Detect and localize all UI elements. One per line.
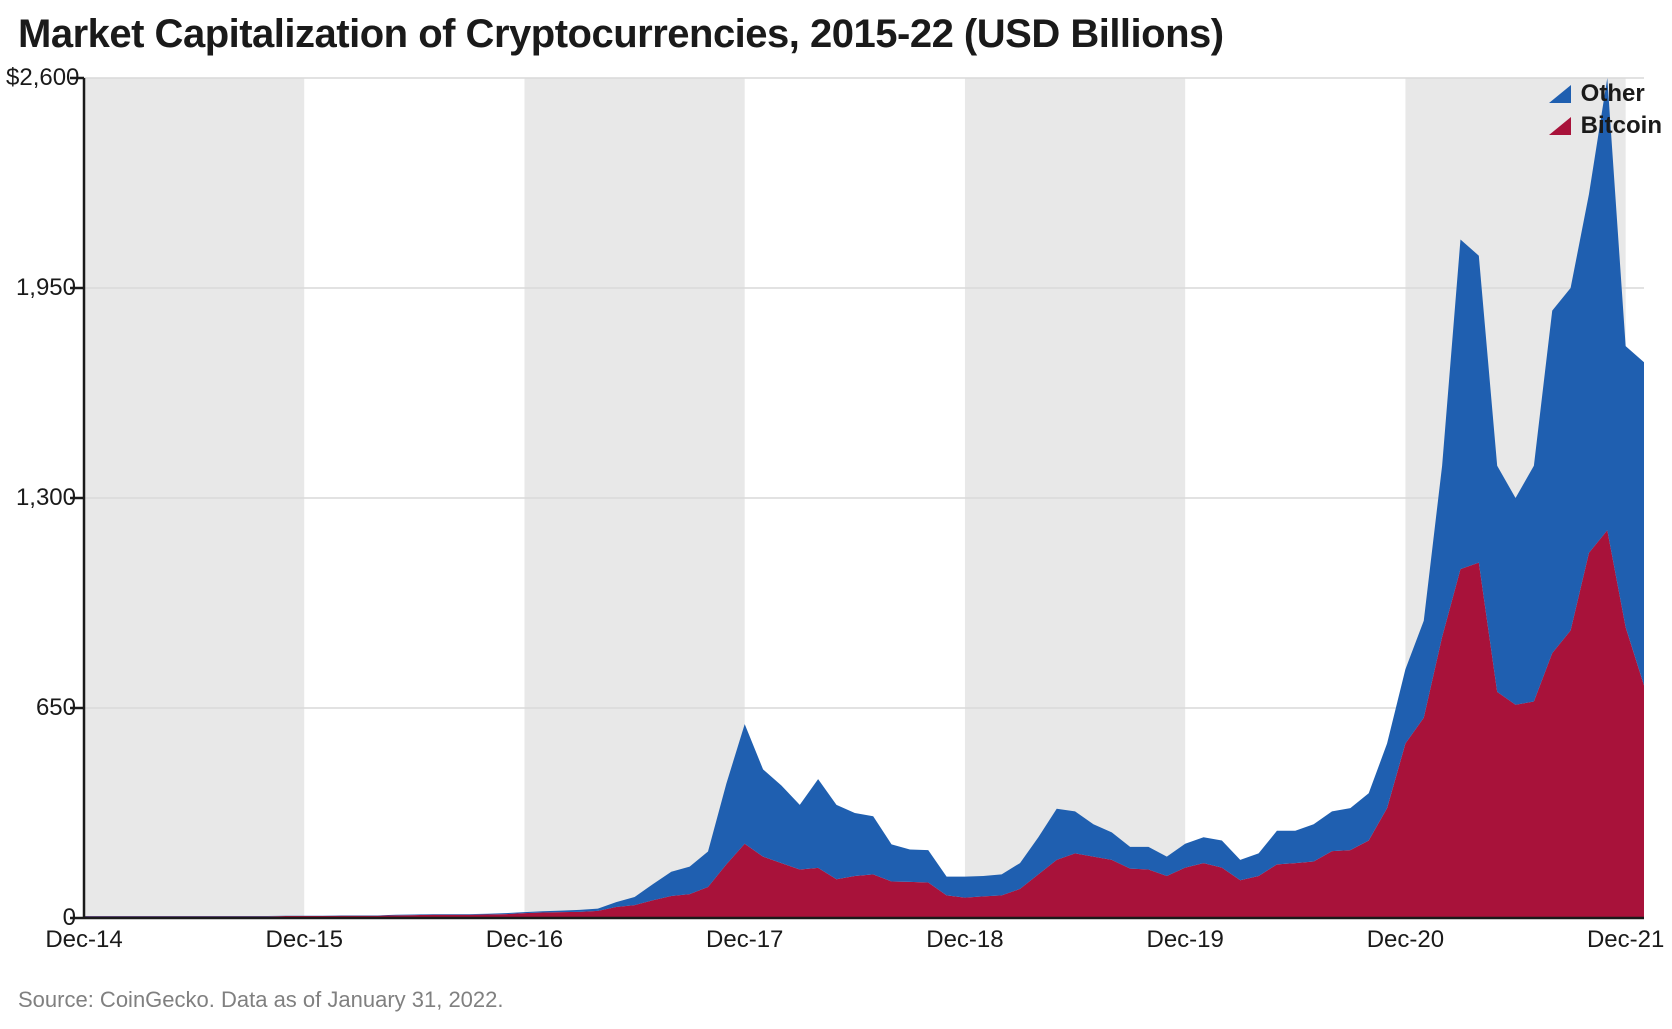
- legend-label-bitcoin: Bitcoin: [1581, 112, 1662, 140]
- chart-title: Market Capitalization of Cryptocurrencie…: [18, 12, 1224, 57]
- y-tick-label: 650: [6, 694, 76, 722]
- x-tick-label: Dec-21: [1587, 926, 1664, 954]
- legend-item-other: Other: [1549, 80, 1662, 108]
- chart-source-text: Source: CoinGecko. Data as of January 31…: [18, 987, 504, 1013]
- x-tick-label: Dec-19: [1146, 926, 1223, 954]
- x-tick-label: Dec-14: [45, 926, 122, 954]
- x-tick-label: Dec-20: [1367, 926, 1444, 954]
- legend-swatch-bitcoin: [1549, 117, 1571, 135]
- x-tick-label: Dec-17: [706, 926, 783, 954]
- legend-item-bitcoin: Bitcoin: [1549, 112, 1662, 140]
- y-tick-label: $2,600: [6, 64, 76, 92]
- chart-plot-area: [84, 78, 1644, 918]
- x-tick-label: Dec-18: [926, 926, 1003, 954]
- legend-swatch-other: [1549, 85, 1571, 103]
- chart-legend: Other Bitcoin: [1549, 80, 1662, 144]
- legend-label-other: Other: [1581, 80, 1645, 108]
- chart-container: Market Capitalization of Cryptocurrencie…: [0, 0, 1672, 1029]
- y-tick-label: 1,300: [6, 484, 76, 512]
- y-tick-label: 1,950: [6, 274, 76, 302]
- x-tick-label: Dec-15: [266, 926, 343, 954]
- chart-svg: [84, 78, 1644, 918]
- x-tick-label: Dec-16: [486, 926, 563, 954]
